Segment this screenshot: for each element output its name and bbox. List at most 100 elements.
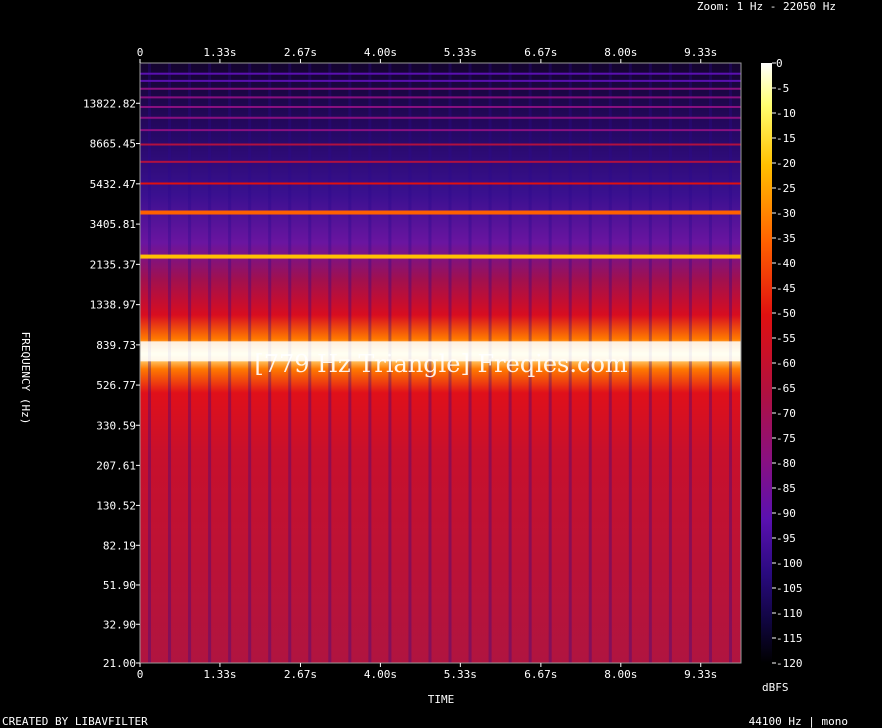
colorbar-tick-label: 0 <box>776 57 783 70</box>
colorbar-tick-label: -80 <box>776 457 796 470</box>
x-tick-top-label: 1.33s <box>203 46 236 59</box>
time-stripe <box>448 63 452 663</box>
y-tick-label: 839.73 <box>96 339 136 352</box>
x-tick-top-label: 6.67s <box>524 46 557 59</box>
time-stripe <box>728 63 732 663</box>
colorbar-tick-label: -20 <box>776 157 796 170</box>
colorbar-tick-label: -40 <box>776 257 796 270</box>
harmonic-lines <box>140 72 741 362</box>
colorbar-tick-label: -35 <box>776 232 796 245</box>
colorbar-tick-label: -60 <box>776 357 796 370</box>
time-stripe <box>488 63 492 663</box>
y-tick-label: 1338.97 <box>90 299 136 312</box>
colorbar-tick-label: -55 <box>776 332 796 345</box>
y-tick-label: 51.90 <box>103 579 136 592</box>
x-tick-bottom-label: 8.00s <box>604 668 637 681</box>
zoom-label: Zoom: 1 Hz - 22050 Hz <box>697 0 836 13</box>
time-stripe <box>648 63 652 663</box>
time-stripe <box>288 63 292 663</box>
colorbar-tick-label: -100 <box>776 557 803 570</box>
time-stripe <box>688 63 692 663</box>
colorbar-ticks: 0 -5 -10 -15 -20 -25 -30 -35 -40 -45 -50 -55 -60 -65 -… <box>772 57 803 670</box>
time-stripe <box>568 63 572 663</box>
colorbar-tick-label: -75 <box>776 432 796 445</box>
y-tick-label: 3405.81 <box>90 218 136 231</box>
y-tick-label: 13822.82 <box>83 97 136 110</box>
x-tick-bottom-label: 2.67s <box>284 668 317 681</box>
time-stripe <box>168 63 172 663</box>
time-stripe <box>468 63 472 663</box>
harmonic-line <box>140 341 741 362</box>
colorbar-tick-label: -5 <box>776 82 789 95</box>
time-stripe <box>148 63 151 663</box>
colorbar-tick-label: -115 <box>776 632 803 645</box>
time-stripe <box>628 63 632 663</box>
harmonic-line <box>140 87 741 90</box>
colorbar-tick-label: -70 <box>776 407 796 420</box>
x-tick-top-label: 8.00s <box>604 46 637 59</box>
colorbar-tick-label: -90 <box>776 507 796 520</box>
harmonic-line <box>140 160 741 163</box>
y-tick-label: 21.00 <box>103 657 136 670</box>
harmonic-line <box>140 96 741 99</box>
time-stripes <box>148 63 732 663</box>
y-tick-label: 82.19 <box>103 539 136 552</box>
x-tick-bottom-label: 9.33s <box>684 668 717 681</box>
footer-created-by: CREATED BY LIBAVFILTER <box>2 715 148 728</box>
colorbar-tick-label: -10 <box>776 107 796 120</box>
harmonic-line <box>140 79 741 82</box>
y-axis-label: FREQUENCY (Hz) <box>19 332 32 425</box>
time-stripe <box>408 63 412 663</box>
footer-audio-info: 44100 Hz | mono <box>749 715 848 728</box>
colorbar-tick-label: -85 <box>776 482 796 495</box>
colorbar-tick-label: -95 <box>776 532 796 545</box>
harmonic-line <box>140 72 741 75</box>
x-tick-top-label: 4.00s <box>364 46 397 59</box>
time-stripe <box>188 63 192 663</box>
colorbar-tick-label: -50 <box>776 307 796 320</box>
x-axis-bottom: 0 1.33s 2.67s 4.00s 5.33s 6.67s 8.00s 9.33s <box>137 663 717 681</box>
colorbar-tick-label: -110 <box>776 607 803 620</box>
y-tick-label: 32.90 <box>103 618 136 631</box>
x-tick-bottom-label: 1.33s <box>203 668 236 681</box>
harmonic-line <box>140 129 741 132</box>
harmonic-line <box>140 143 741 146</box>
watermark-text: [779 Hz Triangle] Freqies.com <box>254 350 628 378</box>
plot-frame <box>139 62 742 664</box>
time-stripe <box>528 63 532 663</box>
time-stripe <box>608 63 612 663</box>
colorbar-tick-label: -15 <box>776 132 796 145</box>
colorbar-tick-label: -65 <box>776 382 796 395</box>
x-tick-bottom-label: 0 <box>137 668 144 681</box>
colorbar-tick-label: -30 <box>776 207 796 220</box>
colorbar-tick-label: -45 <box>776 282 796 295</box>
harmonic-line <box>140 116 741 119</box>
time-stripe <box>368 63 372 663</box>
time-stripe <box>588 63 592 663</box>
x-axis-top: 0 1.33s 2.67s 4.00s 5.33s 6.67s 8.00s 9.33s <box>137 46 717 63</box>
harmonic-line <box>140 105 741 108</box>
colorbar-tick-label: -120 <box>776 657 803 670</box>
time-stripe <box>208 63 212 663</box>
spectrogram-plot <box>140 63 741 663</box>
x-tick-top-label: 5.33s <box>444 46 477 59</box>
harmonic-line <box>140 182 741 185</box>
x-tick-top-label: 2.67s <box>284 46 317 59</box>
y-tick-label: 5432.47 <box>90 178 136 191</box>
spectrogram-background <box>140 63 741 663</box>
y-tick-label: 8665.45 <box>90 138 136 151</box>
time-stripe <box>248 63 252 663</box>
y-tick-label: 130.52 <box>96 499 136 512</box>
y-tick-label: 330.59 <box>96 419 136 432</box>
time-stripe <box>348 63 352 663</box>
colorbar-tick-label: -25 <box>776 182 796 195</box>
time-stripe <box>708 63 712 663</box>
colorbar-tick-label: -105 <box>776 582 803 595</box>
x-tick-top-label: 0 <box>137 46 144 59</box>
y-tick-label: 207.61 <box>96 459 136 472</box>
x-tick-bottom-label: 5.33s <box>444 668 477 681</box>
y-tick-label: 526.77 <box>96 379 136 392</box>
x-axis-label: TIME <box>428 693 455 706</box>
harmonic-line <box>140 254 741 259</box>
time-stripe <box>328 63 332 663</box>
